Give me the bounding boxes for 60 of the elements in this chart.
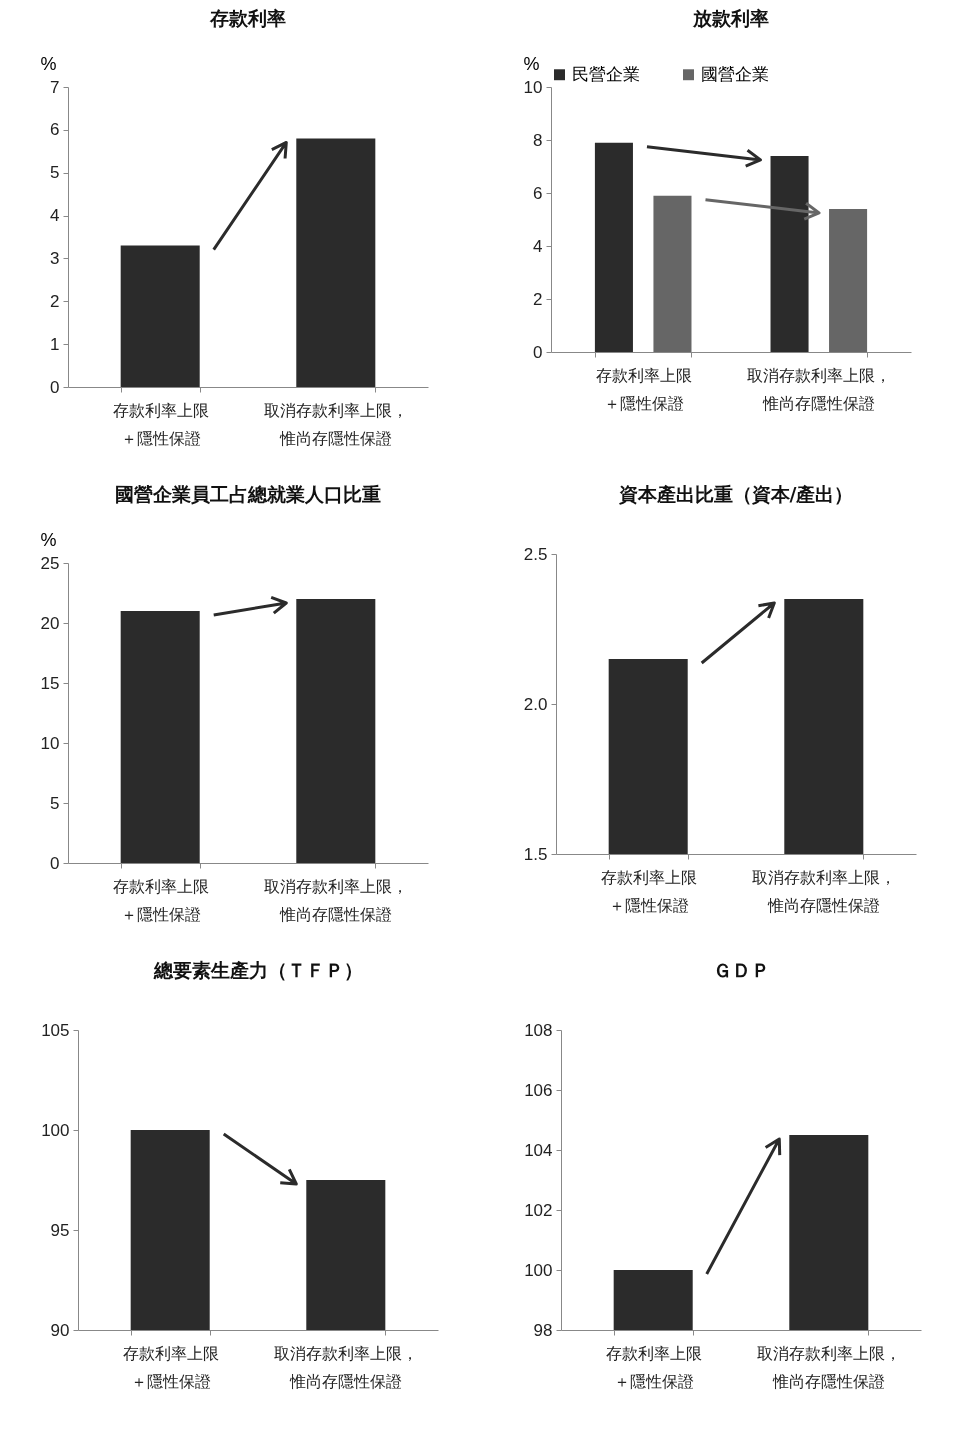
chart-title: 存款利率	[209, 7, 286, 29]
y-tick-label: 104	[524, 1140, 553, 1160]
y-tick-label: 106	[524, 1080, 553, 1100]
x-tick-label: 取消存款利率上限，惟尚存隱性保證	[264, 876, 409, 924]
y-tick-label: 3	[50, 248, 60, 268]
chart-title: 放款利率	[692, 7, 769, 29]
y-tick-label: 2	[533, 289, 543, 309]
y-tick-label: 0	[50, 377, 60, 397]
x-tick-label: 存款利率上限＋隱性保證	[605, 1343, 702, 1391]
x-tick-label: 取消存款利率上限，惟尚存隱性保證	[757, 1343, 902, 1391]
x-tick-label: 取消存款利率上限，惟尚存隱性保證	[747, 365, 892, 413]
x-tick-label: 存款利率上限＋隱性保證	[112, 876, 209, 924]
legend-label: 國營企業	[701, 63, 769, 84]
x-tick-label: 取消存款利率上限，惟尚存隱性保證	[752, 867, 897, 915]
y-tick-label: 100	[41, 1120, 70, 1140]
y-tick-label: 15	[40, 673, 60, 693]
y-tick-label: 1	[50, 334, 60, 354]
chart-title: ＧＤＰ	[712, 959, 770, 981]
y-tick-label: 102	[524, 1200, 553, 1220]
y-axis-title: %	[40, 529, 57, 550]
y-axis-title: %	[40, 53, 57, 74]
legend-label: 民營企業	[572, 63, 640, 84]
y-tick-label: 25	[40, 553, 60, 573]
y-tick-label: 95	[50, 1220, 70, 1240]
y-tick-label: 98	[533, 1320, 553, 1340]
x-tick-label: 存款利率上限＋隱性保證	[122, 1343, 219, 1391]
x-tick-label: 存款利率上限＋隱性保證	[600, 867, 697, 915]
y-tick-label: 108	[524, 1020, 553, 1040]
x-tick-label: 取消存款利率上限，惟尚存隱性保證	[274, 1343, 419, 1391]
y-tick-label: 10	[523, 77, 543, 97]
bar	[770, 155, 809, 352]
y-tick-label: 4	[50, 206, 60, 226]
y-tick-label: 90	[50, 1320, 70, 1340]
y-tick-label: 0	[50, 853, 60, 873]
y-tick-label: 100	[524, 1260, 553, 1280]
y-tick-label: 6	[50, 120, 60, 140]
y-tick-label: 2.5	[523, 544, 548, 564]
bar	[829, 208, 868, 352]
y-axis-title: %	[523, 53, 540, 74]
x-tick-label: 存款利率上限＋隱性保證	[112, 400, 209, 448]
bar	[594, 142, 633, 352]
y-tick-label: 105	[41, 1020, 70, 1040]
chart-title: 總要素生產力（ＴＦＰ）	[152, 959, 363, 981]
y-tick-label: 4	[533, 236, 543, 256]
y-tick-label: 5	[50, 163, 60, 183]
y-tick-label: 1.5	[523, 844, 548, 864]
y-tick-label: 0	[533, 342, 543, 362]
y-tick-label: 10	[40, 733, 60, 753]
y-tick-label: 20	[40, 613, 60, 633]
y-tick-label: 7	[50, 77, 60, 97]
bar	[653, 195, 692, 352]
y-tick-label: 5	[50, 793, 60, 813]
y-tick-label: 2.0	[523, 694, 548, 714]
y-tick-label: 8	[533, 130, 543, 150]
y-tick-label: 6	[533, 183, 543, 203]
chart-title: 資本產出比重（資本/產出）	[617, 483, 854, 505]
chart-title: 國營企業員工占總就業人口比重	[115, 483, 381, 505]
y-tick-label: 2	[50, 291, 60, 311]
x-tick-label: 取消存款利率上限，惟尚存隱性保證	[264, 400, 409, 448]
x-tick-label: 存款利率上限＋隱性保證	[595, 365, 692, 413]
